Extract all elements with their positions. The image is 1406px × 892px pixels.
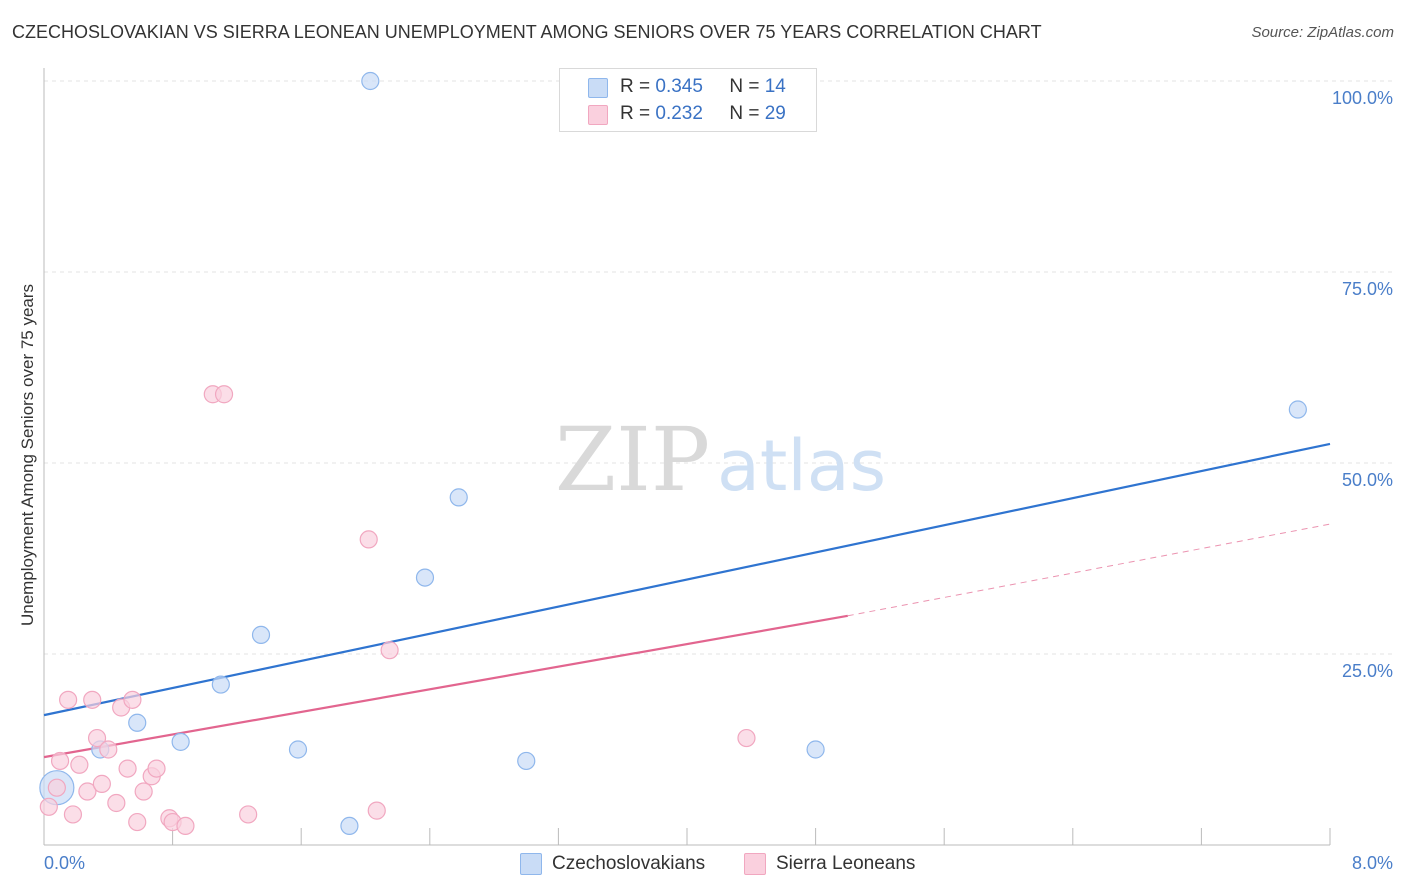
y-axis-label: Unemployment Among Seniors over 75 years: [18, 284, 37, 626]
series-name: Czechoslovakians: [552, 853, 706, 874]
legend-swatch-pink: [588, 105, 608, 125]
legend-n-label: N =: [729, 76, 760, 97]
point-czechoslovakians: [128, 713, 147, 732]
legend-n-label: N =: [729, 103, 760, 124]
y-tick-label: 25.0%: [1342, 661, 1393, 681]
correlation-legend: R = 0.345 N = 14 R = 0.232 N = 29: [559, 68, 817, 132]
point-sierra-leoneans: [63, 805, 83, 824]
point-czechoslovakians: [340, 816, 359, 836]
legend-swatch-blue: [520, 853, 542, 875]
data-points: [39, 71, 1307, 836]
point-sierra-leoneans: [123, 690, 142, 709]
watermark-atlas: atlas: [717, 425, 886, 507]
point-czechoslovakians: [517, 751, 536, 771]
point-sierra-leoneans: [176, 816, 195, 836]
legend-r-value: 0.232: [655, 103, 703, 124]
y-tick-label: 75.0%: [1342, 279, 1393, 299]
point-sierra-leoneans: [147, 759, 166, 778]
point-sierra-leoneans: [59, 690, 78, 709]
series-name: Sierra Leoneans: [776, 853, 916, 874]
legend-r-label: R =: [620, 103, 651, 124]
point-czechoslovakians: [1288, 400, 1307, 419]
point-sierra-leoneans: [118, 759, 137, 778]
gridlines: [44, 80, 1395, 655]
point-sierra-leoneans: [99, 740, 118, 759]
point-sierra-leoneans: [83, 690, 102, 709]
y-tick-label: 100.0%: [1332, 88, 1393, 108]
legend-r-value: 0.345: [655, 76, 703, 97]
point-sierra-leoneans: [39, 797, 58, 816]
point-czechoslovakians: [251, 625, 271, 645]
legend-n-value: 14: [764, 76, 786, 97]
point-czechoslovakians: [361, 71, 380, 91]
point-sierra-leoneans: [107, 793, 126, 813]
trend-line-sierra-leoneans: [43, 614, 848, 759]
legend-swatch-blue: [588, 78, 608, 98]
tick-labels: 25.0% 50.0% 75.0% 100.0% 0.0% 8.0%: [44, 88, 1393, 873]
point-sierra-leoneans: [367, 801, 386, 820]
source-label: Source: ZipAtlas.com: [1251, 24, 1394, 41]
point-sierra-leoneans: [128, 812, 147, 832]
point-sierra-leoneans: [87, 728, 107, 748]
point-sierra-leoneans: [70, 755, 89, 774]
y-tick-label: 50.0%: [1342, 470, 1393, 490]
trend-extension-sierra-leoneans: [847, 523, 1331, 617]
watermark-zip: ZIP: [555, 408, 710, 511]
point-sierra-leoneans: [380, 641, 399, 660]
point-sierra-leoneans: [214, 385, 234, 404]
x-tick-label: 8.0%: [1352, 853, 1393, 873]
point-sierra-leoneans: [239, 805, 258, 824]
point-czechoslovakians: [415, 568, 435, 587]
legend-swatch-pink: [744, 853, 766, 875]
point-czechoslovakians: [449, 488, 468, 507]
legend-n-value: 29: [764, 103, 786, 124]
x-tick-label: 0.0%: [44, 853, 85, 873]
watermark: ZIP atlas: [555, 408, 886, 511]
point-sierra-leoneans: [737, 728, 756, 748]
point-czechoslovakians: [171, 732, 190, 751]
point-sierra-leoneans: [47, 778, 66, 797]
axes: [43, 68, 1331, 846]
point-sierra-leoneans: [92, 774, 111, 793]
trend-line-czechoslovakians: [43, 442, 1331, 717]
point-czechoslovakians: [211, 675, 230, 694]
point-sierra-leoneans: [50, 751, 70, 771]
point-sierra-leoneans: [359, 530, 378, 549]
chart-title: CZECHOSLOVAKIAN VS SIERRA LEONEAN UNEMPL…: [12, 22, 1042, 42]
point-sierra-leoneans: [134, 782, 153, 801]
legend-r-label: R =: [620, 76, 651, 97]
point-czechoslovakians: [288, 740, 308, 759]
point-sierra-leoneans: [78, 782, 97, 801]
point-czechoslovakians: [806, 740, 825, 759]
